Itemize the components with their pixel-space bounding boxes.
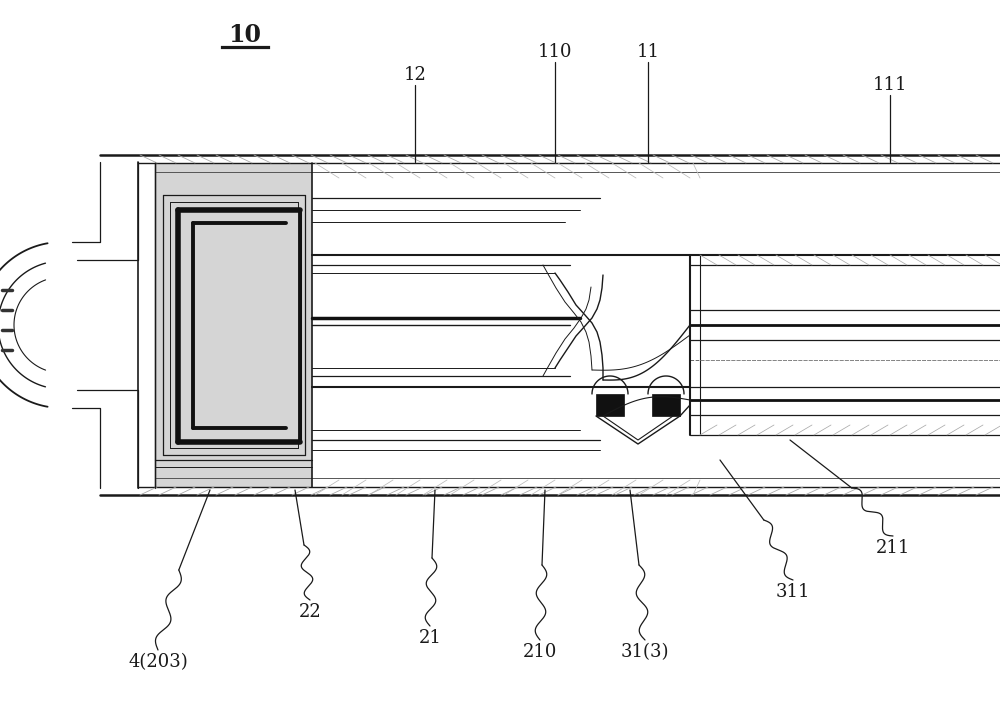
Text: 4(203): 4(203) <box>128 653 188 671</box>
Text: 11: 11 <box>637 43 660 61</box>
Text: 311: 311 <box>776 583 810 601</box>
Polygon shape <box>596 394 624 416</box>
Text: 31(3): 31(3) <box>621 643 669 661</box>
Polygon shape <box>652 394 680 416</box>
Text: 10: 10 <box>229 23 262 47</box>
Text: 22: 22 <box>299 603 321 621</box>
Text: 211: 211 <box>876 539 910 557</box>
Text: 12: 12 <box>404 66 426 84</box>
Text: 21: 21 <box>419 629 441 647</box>
Text: 111: 111 <box>873 76 907 94</box>
Text: 110: 110 <box>538 43 572 61</box>
Text: 210: 210 <box>523 643 557 661</box>
Polygon shape <box>155 163 312 487</box>
